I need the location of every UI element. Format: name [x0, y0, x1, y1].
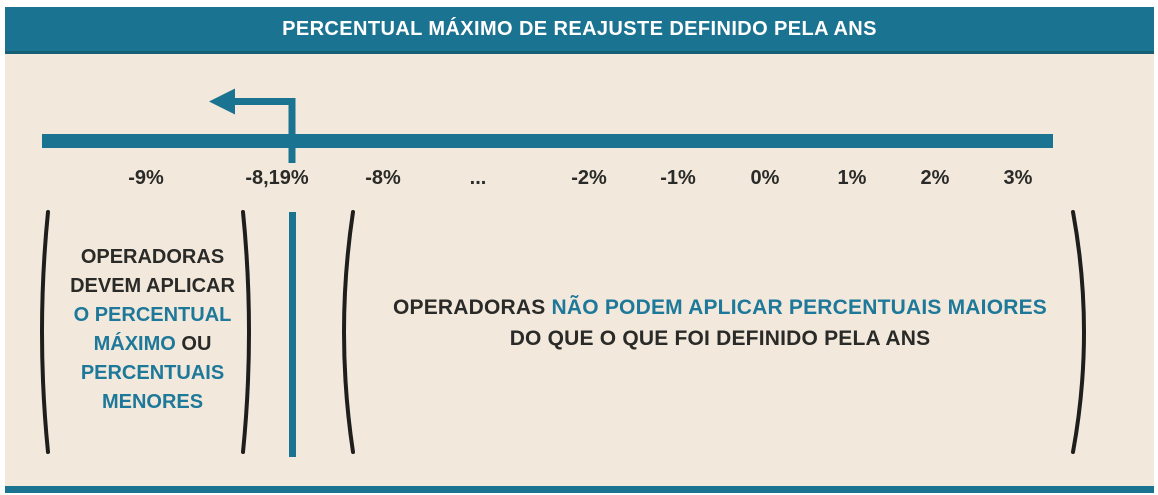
- axis-tick: 0%: [750, 167, 780, 189]
- axis-tick: -8%: [365, 167, 401, 189]
- left-note-segment: O PERCENTUAL: [73, 304, 232, 326]
- max-marker-divider: [289, 212, 296, 457]
- left-note-segment: DEVEM APLICAR: [70, 275, 235, 297]
- right-note-segment: NÃO PODEM APLICAR PERCENTUAIS MAIORES: [551, 296, 1048, 319]
- page-title: PERCENTUAL MÁXIMO DE REAJUSTE DEFINIDO P…: [282, 17, 877, 40]
- axis-tick: -2%: [571, 167, 607, 189]
- left-note-line: DEVEM APLICAR: [55, 272, 250, 301]
- axis-tick: -8,19%: [245, 167, 309, 189]
- left-note-line: MÁXIMO OU: [55, 330, 250, 359]
- max-marker-arrow-icon: [209, 88, 296, 163]
- axis-tick: 1%: [837, 167, 867, 189]
- left-note-segment: PERCENTUAIS: [80, 362, 225, 384]
- left-note-line: PERCENTUAIS: [55, 359, 250, 388]
- axis-tick: 2%: [920, 167, 950, 189]
- left-note-segment: OU: [175, 333, 212, 355]
- right-note-line: DO QUE O QUE FOI DEFINIDO PELA ANS: [370, 323, 1070, 354]
- right-note-segment: DO QUE O QUE FOI DEFINIDO PELA ANS: [509, 327, 931, 350]
- number-line-bar: [42, 134, 1053, 148]
- left-note-segment: MÁXIMO: [93, 333, 176, 355]
- diagram-canvas: -9% -8,19% -8%... -2% -1% 0% 1% 2% 3% OPERADORAS…: [5, 54, 1154, 487]
- right-note: OPERADORAS NÃO PODEM APLICAR PERCENTUAIS…: [370, 292, 1070, 354]
- right-parentheses-icon: [342, 210, 1086, 454]
- axis-tick: -1%: [660, 167, 696, 189]
- left-parentheses-icon: [40, 210, 251, 454]
- header-banner: PERCENTUAL MÁXIMO DE REAJUSTE DEFINIDO P…: [5, 7, 1154, 54]
- axis-ticks: -9% -8,19% -8%... -2% -1% 0% 1% 2% 3%: [5, 167, 1154, 193]
- left-note-segment: MENORES: [101, 391, 204, 413]
- left-note: OPERADORAS DEVEM APLICAR O PERCENTUAL MÁXIM…: [55, 243, 250, 417]
- axis-tick: -9%: [128, 167, 164, 189]
- left-note-line: MENORES: [55, 388, 250, 417]
- left-note-segment: OPERADORAS: [80, 246, 225, 268]
- bottom-accent-bar: [5, 486, 1154, 493]
- left-note-line: OPERADORAS: [55, 243, 250, 272]
- axis-tick: ...: [469, 167, 487, 189]
- right-note-segment: OPERADORAS: [392, 296, 552, 319]
- left-note-line: O PERCENTUAL: [55, 301, 250, 330]
- right-note-line: OPERADORAS NÃO PODEM APLICAR PERCENTUAIS…: [370, 292, 1070, 323]
- axis-tick: 3%: [1003, 167, 1033, 189]
